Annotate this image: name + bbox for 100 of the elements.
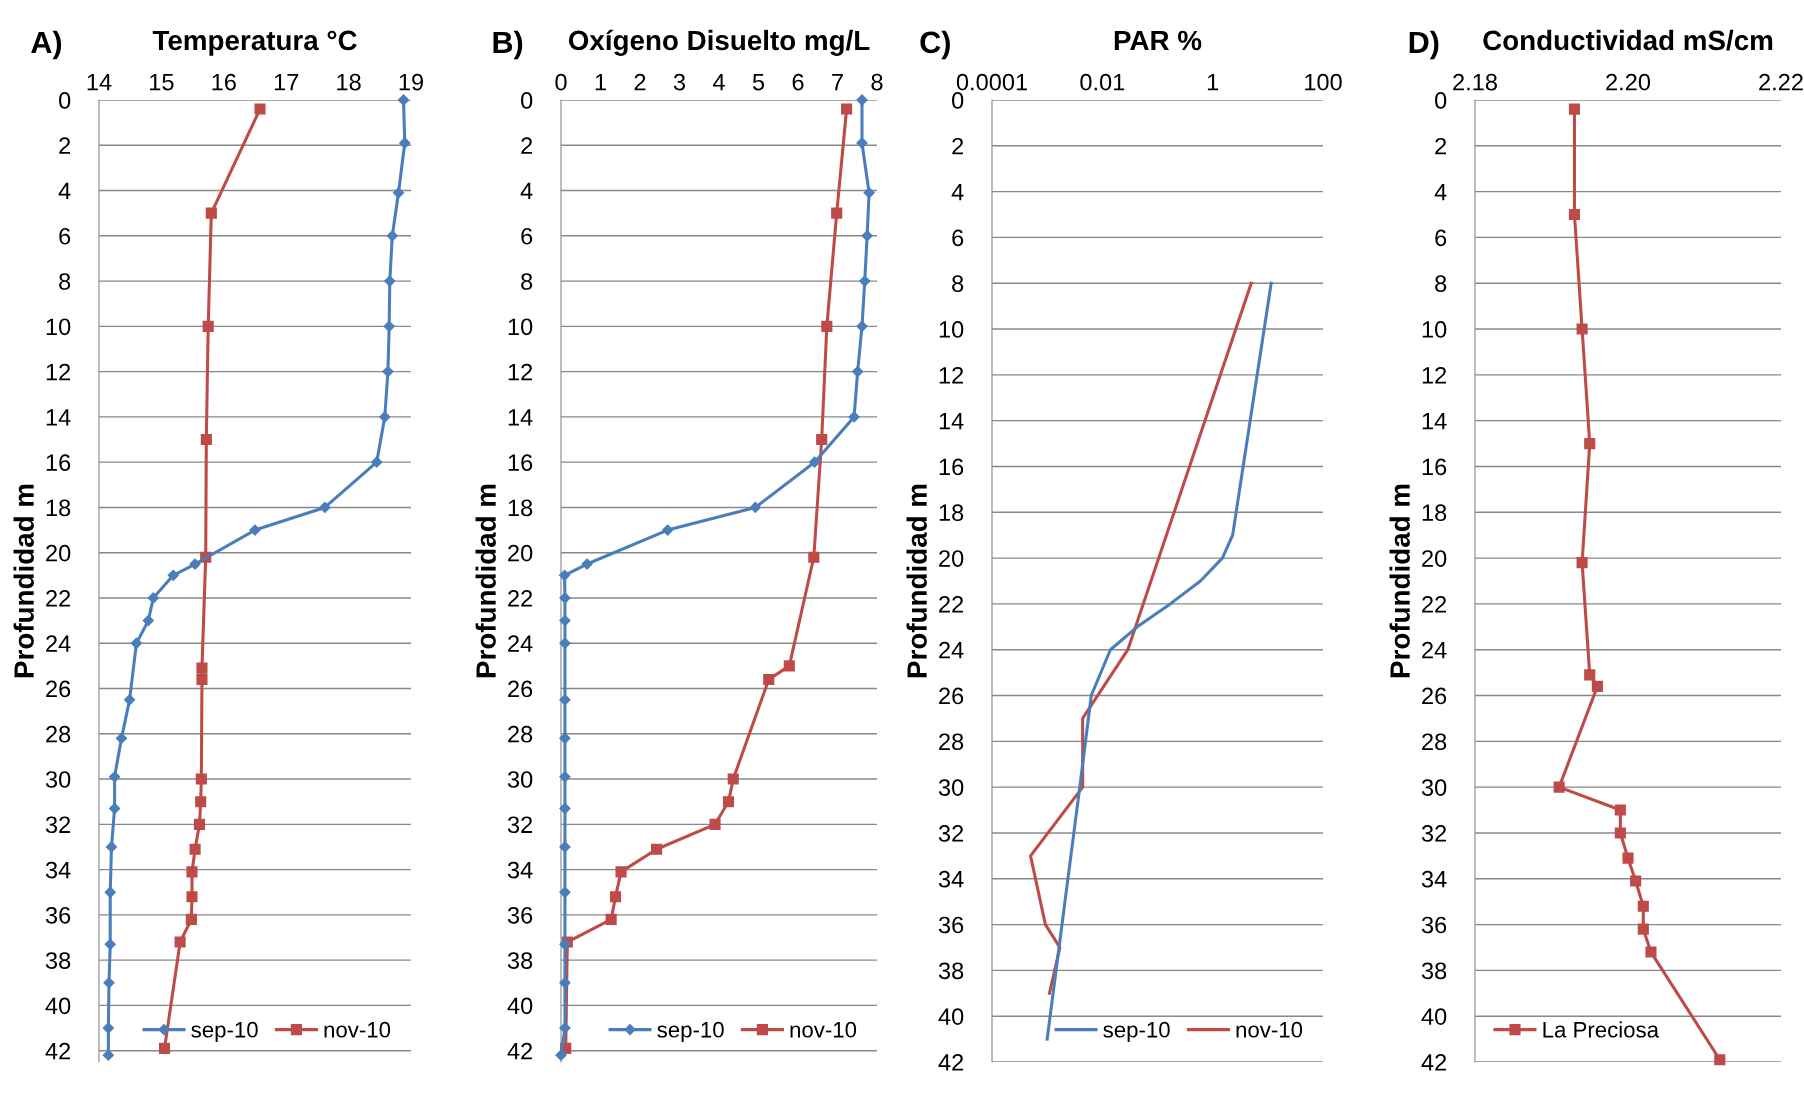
y-tick-label: 2 — [59, 137, 71, 154]
point — [1584, 669, 1596, 681]
point — [105, 841, 118, 853]
y-tick-label: 26 — [508, 680, 533, 698]
point — [1630, 875, 1642, 887]
y-tick-label: 34 — [45, 861, 71, 879]
y-tick-label: 32 — [1421, 825, 1447, 842]
y-tick-label: 0 — [59, 92, 71, 109]
y-tick-label: 16 — [508, 454, 533, 471]
y-tick-label: 40 — [938, 1008, 964, 1025]
point — [1568, 103, 1581, 115]
x-tick-label: 8 — [871, 73, 883, 91]
y-tick-label: 12 — [508, 363, 533, 381]
y-tick-label: 16 — [46, 454, 71, 471]
chart-title: Oxígeno Disuelto mg/L — [568, 29, 870, 56]
y-tick-label: 28 — [508, 725, 533, 743]
point — [1714, 1054, 1726, 1066]
x-tick-label: 16 — [212, 73, 236, 91]
point — [186, 866, 198, 878]
point — [123, 694, 136, 706]
y-tick-label: 22 — [508, 590, 533, 607]
y-tick-label: 10 — [1422, 321, 1447, 338]
y-tick-label: 0 — [1435, 92, 1447, 109]
point — [167, 569, 179, 581]
point — [103, 977, 115, 989]
x-tick-label: 6 — [792, 73, 804, 91]
point — [200, 433, 212, 446]
y-tick-label: 40 — [45, 997, 71, 1015]
y-tick-label: 38 — [45, 952, 71, 969]
x-tick-label: 2.20 — [1606, 73, 1651, 91]
point — [1637, 923, 1649, 935]
x-tick-label: 0.0001 — [956, 73, 1027, 91]
y-tick-label: 0 — [521, 92, 533, 109]
y-tick-label: 6 — [952, 229, 964, 247]
y-tick-label: 42 — [45, 1042, 71, 1060]
y-tick-label: 12 — [46, 363, 71, 381]
point — [392, 187, 405, 199]
y-tick-label: 20 — [1422, 550, 1447, 567]
point — [196, 662, 208, 674]
y-tick-label: 12 — [1422, 366, 1447, 384]
y-tick-label: 14 — [46, 409, 71, 426]
y-tick-label: 22 — [1422, 595, 1447, 613]
y-tick-label: 6 — [521, 227, 533, 245]
point — [102, 1022, 114, 1034]
point — [371, 456, 383, 468]
y-tick-label: 18 — [939, 504, 964, 522]
text: D) — [1409, 30, 1439, 60]
point — [193, 818, 206, 830]
point — [1584, 438, 1596, 450]
y-tick-label: 34 — [938, 870, 964, 888]
point — [196, 673, 208, 686]
y-tick-label: 2 — [1435, 137, 1447, 155]
y-tick-label: 42 — [507, 1042, 533, 1060]
y-tick-label: 8 — [952, 275, 964, 293]
point — [399, 137, 411, 149]
y-tick-label: 30 — [507, 771, 533, 788]
y-tick-label: 32 — [507, 816, 533, 834]
y-tick-label: 42 — [1421, 1054, 1447, 1071]
chart-title: PAR % — [1114, 30, 1202, 51]
y-tick-label: 8 — [1435, 275, 1447, 293]
y-tick-label: 14 — [1422, 412, 1447, 430]
y-tick-label: 22 — [46, 590, 71, 607]
point — [195, 773, 207, 785]
x-tick-label: 100 — [1305, 73, 1342, 91]
point — [1591, 680, 1603, 692]
y-tick-label: 10 — [46, 318, 71, 336]
x-tick-label: 2.22 — [1759, 73, 1803, 91]
y-tick-label: 24 — [1422, 641, 1447, 659]
y-tick-label: 40 — [1421, 1008, 1447, 1025]
y-tick-label: 32 — [938, 825, 964, 842]
point — [1568, 208, 1581, 221]
y-tick-label: 28 — [46, 725, 71, 743]
point — [174, 936, 186, 948]
point — [1614, 827, 1626, 839]
y-tick-label: 26 — [1422, 687, 1447, 705]
y-tick-label: 4 — [1434, 183, 1447, 201]
y-tick-label: 6 — [1435, 229, 1447, 247]
point — [158, 1042, 171, 1054]
point — [195, 796, 207, 808]
x-tick-label: 0.01 — [1080, 73, 1125, 91]
point — [1576, 323, 1588, 335]
point — [254, 103, 266, 115]
y-tick-label: 22 — [939, 595, 964, 613]
point — [104, 938, 116, 950]
point — [1576, 557, 1588, 569]
y-tick-label: 18 — [508, 499, 533, 517]
y-tick-label: 18 — [1422, 504, 1447, 522]
y-tick-label: 36 — [1421, 916, 1447, 934]
x-tick-label: 5 — [752, 74, 765, 91]
y-tick-label: 38 — [507, 952, 533, 969]
y-tick-label: 20 — [939, 550, 964, 567]
point — [1553, 781, 1565, 793]
y-tick-label: 4 — [520, 182, 533, 200]
y-tick-label: 42 — [938, 1054, 964, 1071]
x-tick-label: 3 — [673, 73, 686, 91]
point — [189, 843, 201, 855]
x-tick-label: 2.18 — [1453, 73, 1497, 91]
point — [383, 320, 395, 332]
point — [1614, 804, 1626, 816]
y-tick-label: 14 — [508, 409, 533, 426]
